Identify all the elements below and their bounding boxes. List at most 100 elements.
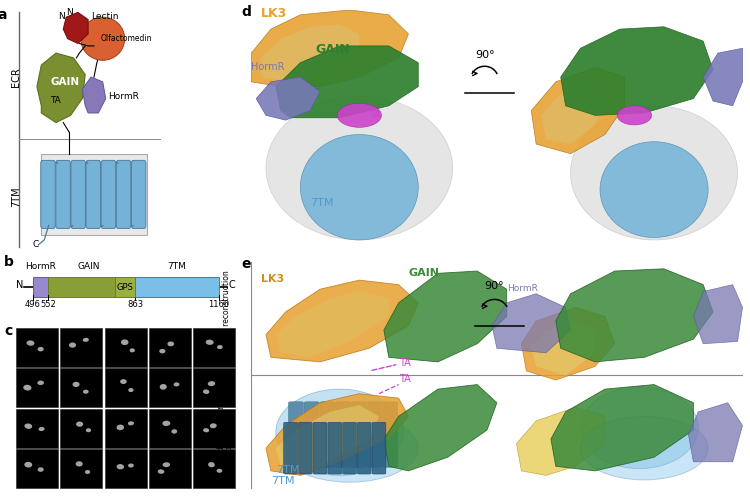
FancyBboxPatch shape (40, 160, 56, 229)
Polygon shape (688, 403, 742, 462)
Ellipse shape (208, 381, 215, 386)
FancyBboxPatch shape (320, 402, 334, 467)
Ellipse shape (203, 428, 209, 432)
FancyBboxPatch shape (148, 449, 191, 488)
Polygon shape (266, 280, 419, 362)
Ellipse shape (167, 341, 174, 346)
FancyBboxPatch shape (48, 277, 136, 296)
FancyBboxPatch shape (56, 160, 70, 229)
Ellipse shape (571, 106, 737, 240)
Text: GAIN: GAIN (50, 77, 80, 87)
FancyBboxPatch shape (115, 277, 136, 296)
FancyBboxPatch shape (86, 160, 100, 229)
FancyBboxPatch shape (41, 154, 147, 235)
Ellipse shape (128, 464, 133, 468)
Polygon shape (541, 82, 605, 144)
Ellipse shape (206, 340, 214, 345)
FancyBboxPatch shape (289, 402, 303, 467)
Text: e: e (242, 257, 251, 271)
Polygon shape (551, 385, 693, 471)
Ellipse shape (25, 424, 32, 429)
Ellipse shape (128, 388, 133, 392)
Polygon shape (556, 269, 713, 362)
Ellipse shape (163, 462, 170, 467)
Polygon shape (531, 321, 596, 375)
FancyBboxPatch shape (383, 402, 398, 467)
Polygon shape (384, 271, 507, 362)
FancyBboxPatch shape (16, 449, 58, 488)
Ellipse shape (280, 414, 418, 482)
Polygon shape (384, 385, 496, 471)
Ellipse shape (38, 468, 44, 472)
Text: HormR: HormR (25, 262, 56, 271)
Ellipse shape (38, 427, 44, 431)
Ellipse shape (174, 382, 179, 386)
Text: 1160: 1160 (208, 300, 229, 309)
Polygon shape (693, 284, 742, 344)
Text: 552: 552 (40, 300, 56, 309)
Text: d: d (242, 5, 251, 19)
FancyBboxPatch shape (71, 160, 86, 229)
Text: 7TM: 7TM (11, 187, 22, 207)
Ellipse shape (276, 389, 404, 476)
Ellipse shape (172, 429, 177, 434)
Text: 7TM: 7TM (271, 477, 295, 487)
FancyBboxPatch shape (368, 402, 382, 467)
Ellipse shape (24, 462, 32, 468)
FancyBboxPatch shape (16, 409, 58, 448)
FancyBboxPatch shape (60, 409, 103, 448)
Polygon shape (276, 291, 388, 357)
FancyBboxPatch shape (193, 409, 236, 448)
Ellipse shape (82, 338, 88, 342)
FancyBboxPatch shape (104, 368, 147, 407)
Ellipse shape (600, 142, 708, 238)
Text: b: b (4, 254, 13, 268)
Polygon shape (256, 77, 320, 120)
Ellipse shape (203, 389, 209, 394)
Ellipse shape (23, 385, 32, 391)
Text: LK3: LK3 (261, 7, 287, 20)
Ellipse shape (128, 421, 134, 425)
FancyBboxPatch shape (193, 368, 236, 407)
Ellipse shape (266, 96, 453, 240)
FancyBboxPatch shape (352, 402, 366, 467)
Text: GAIN: GAIN (315, 43, 350, 56)
Ellipse shape (160, 384, 166, 390)
Polygon shape (251, 10, 409, 87)
FancyBboxPatch shape (148, 328, 191, 367)
Polygon shape (37, 53, 86, 123)
FancyBboxPatch shape (336, 402, 350, 467)
Ellipse shape (76, 422, 83, 427)
FancyBboxPatch shape (104, 328, 147, 367)
Text: HormR: HormR (251, 62, 285, 72)
Text: GAIN: GAIN (409, 267, 440, 277)
Text: GPS: GPS (117, 282, 134, 291)
Ellipse shape (116, 425, 124, 430)
Ellipse shape (338, 103, 382, 127)
Ellipse shape (159, 349, 166, 353)
Text: 863: 863 (128, 300, 143, 309)
Text: LK3: LK3 (261, 274, 284, 284)
Polygon shape (63, 12, 88, 43)
FancyBboxPatch shape (314, 422, 327, 474)
Ellipse shape (580, 387, 698, 469)
Ellipse shape (162, 421, 170, 426)
Text: N: N (58, 12, 64, 21)
Ellipse shape (81, 17, 124, 60)
Ellipse shape (120, 379, 127, 384)
Ellipse shape (208, 462, 214, 467)
Text: Olfactomedin: Olfactomedin (100, 34, 152, 43)
FancyBboxPatch shape (372, 422, 386, 474)
Text: 90°: 90° (484, 281, 504, 291)
Ellipse shape (73, 382, 80, 387)
Text: 7TM: 7TM (167, 262, 187, 271)
FancyBboxPatch shape (193, 449, 236, 488)
Ellipse shape (76, 461, 82, 467)
Ellipse shape (86, 428, 91, 432)
Ellipse shape (130, 348, 135, 352)
Ellipse shape (217, 469, 222, 473)
Text: N: N (66, 8, 73, 17)
FancyBboxPatch shape (16, 328, 58, 367)
Text: 496: 496 (25, 300, 40, 309)
Text: GAIN: GAIN (77, 262, 100, 271)
